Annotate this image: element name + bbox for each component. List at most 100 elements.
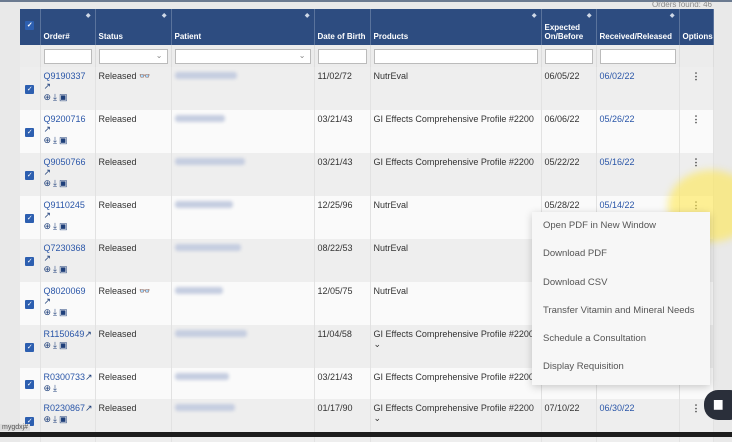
sort-icon[interactable]: ◆ bbox=[586, 13, 592, 19]
sort-icon[interactable]: ◆ bbox=[161, 13, 167, 19]
order-link[interactable]: R0300733 bbox=[43, 372, 86, 382]
download-icon[interactable]: ⤓ bbox=[53, 264, 58, 274]
order-link[interactable]: Q7230368 bbox=[43, 243, 86, 253]
kebab-menu-icon[interactable]: ⋮ bbox=[691, 71, 701, 81]
kebab-menu-icon[interactable]: ⋮ bbox=[691, 157, 701, 167]
download-icon[interactable]: ⤓ bbox=[53, 92, 58, 102]
col-received[interactable]: ◆ Received/Released bbox=[596, 9, 680, 45]
menu-item-transfer-needs[interactable]: Transfer Vitamin and Mineral Needs bbox=[543, 304, 695, 316]
chevron-down-icon[interactable]: ⌄ bbox=[373, 339, 382, 349]
download-icon[interactable]: ⤓ bbox=[53, 383, 58, 393]
kebab-menu-icon[interactable]: ⋮ bbox=[691, 403, 701, 413]
order-link[interactable]: Q8020069 bbox=[43, 286, 86, 296]
col-products[interactable]: ◆ Products bbox=[370, 9, 542, 45]
select-all-header[interactable]: ✓ bbox=[20, 9, 41, 45]
external-link-icon[interactable]: ↗ bbox=[43, 210, 52, 220]
dob-filter-input[interactable] bbox=[317, 48, 367, 64]
order-link[interactable]: R0230867 bbox=[43, 403, 86, 413]
download-icon[interactable]: ⤓ bbox=[53, 340, 58, 350]
col-patient[interactable]: ◆ Patient bbox=[171, 9, 315, 45]
chevron-down-icon[interactable]: ⌄ bbox=[373, 413, 382, 423]
external-link-icon[interactable]: ↗ bbox=[43, 81, 52, 91]
row-checkbox[interactable]: ✓ bbox=[25, 417, 35, 426]
binoculars-icon[interactable]: 👓 bbox=[139, 286, 151, 296]
download-circle-icon[interactable]: ⊕ bbox=[43, 383, 52, 393]
col-order[interactable]: ◆ Order# bbox=[40, 9, 96, 45]
order-link[interactable]: Q9050766 bbox=[43, 157, 86, 167]
chat-button[interactable]: ▆ bbox=[704, 390, 732, 420]
image-icon[interactable]: ▣ bbox=[59, 414, 68, 424]
expected-date: 06/06/22 bbox=[541, 110, 597, 153]
product-name: NutrEval bbox=[373, 286, 409, 296]
image-icon[interactable]: ▣ bbox=[59, 92, 68, 102]
download-circle-icon[interactable]: ⊕ bbox=[43, 135, 52, 145]
image-icon[interactable]: ▣ bbox=[59, 221, 68, 231]
image-icon[interactable]: ▣ bbox=[59, 135, 68, 145]
external-link-icon[interactable]: ↗ bbox=[43, 124, 52, 134]
top-border bbox=[0, 0, 732, 2]
products-filter-input[interactable] bbox=[373, 48, 538, 64]
row-checkbox[interactable]: ✓ bbox=[25, 171, 35, 180]
kebab-menu-icon[interactable]: ⋮ bbox=[691, 114, 701, 124]
external-link-icon[interactable]: ↗ bbox=[43, 253, 52, 263]
download-circle-icon[interactable]: ⊕ bbox=[43, 178, 52, 188]
download-circle-icon[interactable]: ⊕ bbox=[43, 414, 52, 424]
received-date-link[interactable]: 06/02/22 bbox=[596, 67, 680, 110]
download-circle-icon[interactable]: ⊕ bbox=[43, 340, 52, 350]
download-icon[interactable]: ⤓ bbox=[53, 178, 58, 188]
sort-icon[interactable]: ◆ bbox=[531, 13, 537, 19]
sort-icon[interactable]: ◆ bbox=[669, 13, 675, 19]
row-checkbox[interactable]: ✓ bbox=[25, 300, 35, 309]
row-checkbox[interactable]: ✓ bbox=[25, 343, 35, 352]
row-checkbox[interactable]: ✓ bbox=[25, 380, 35, 389]
order-link[interactable]: Q9190337 bbox=[43, 71, 86, 81]
image-icon[interactable]: ▣ bbox=[59, 264, 68, 274]
download-circle-icon[interactable]: ⊕ bbox=[43, 221, 52, 231]
image-icon[interactable]: ▣ bbox=[59, 340, 68, 350]
image-icon[interactable]: ▣ bbox=[59, 307, 68, 317]
row-checkbox[interactable]: ✓ bbox=[25, 257, 35, 266]
binoculars-icon[interactable]: 👓 bbox=[139, 71, 151, 81]
product-name: NutrEval bbox=[373, 243, 409, 253]
order-filter-input[interactable] bbox=[43, 48, 92, 64]
order-link[interactable]: Q9110245 bbox=[43, 200, 85, 210]
image-icon[interactable]: ▣ bbox=[59, 178, 68, 188]
download-icon[interactable]: ⤓ bbox=[53, 414, 58, 424]
external-link-icon[interactable]: ↗ bbox=[43, 296, 52, 306]
download-icon[interactable]: ⤓ bbox=[53, 221, 58, 231]
download-circle-icon[interactable]: ⊕ bbox=[43, 264, 52, 274]
col-status[interactable]: ◆ Status bbox=[95, 9, 172, 45]
sort-icon[interactable]: ◆ bbox=[304, 13, 310, 19]
received-date-link[interactable]: 05/26/22 bbox=[596, 110, 680, 153]
status-bar: mygdxj# bbox=[0, 424, 31, 431]
download-icon[interactable]: ⤓ bbox=[53, 135, 58, 145]
menu-item-open-pdf[interactable]: Open PDF in New Window bbox=[543, 220, 656, 231]
dob: 03/21/43 bbox=[314, 153, 371, 196]
download-circle-icon[interactable]: ⊕ bbox=[43, 307, 52, 317]
menu-item-schedule-consultation[interactable]: Schedule a Consultation bbox=[543, 333, 646, 345]
patient-filter-select[interactable]: ⌄ bbox=[174, 48, 311, 64]
received-date-link[interactable]: 05/16/22 bbox=[596, 153, 680, 196]
sort-icon[interactable]: ◆ bbox=[85, 13, 91, 19]
order-link[interactable]: Q9200716 bbox=[43, 114, 86, 124]
download-circle-icon[interactable]: ⊕ bbox=[43, 92, 52, 102]
patient-name-redacted bbox=[174, 72, 237, 79]
external-link-icon[interactable]: ↗ bbox=[85, 372, 93, 382]
patient-name-redacted bbox=[174, 373, 229, 380]
order-link[interactable]: R1150649 bbox=[43, 329, 85, 339]
col-expected[interactable]: ◆ Expected On/Before bbox=[541, 9, 597, 45]
menu-item-download-csv[interactable]: Download CSV bbox=[543, 276, 608, 288]
external-link-icon[interactable]: ↗ bbox=[43, 167, 52, 177]
external-link-icon[interactable]: ↗ bbox=[85, 403, 93, 413]
menu-item-download-pdf[interactable]: Download PDF bbox=[543, 248, 607, 260]
external-link-icon[interactable]: ↗ bbox=[84, 329, 92, 339]
status-filter-select[interactable]: ⌄ bbox=[98, 48, 168, 64]
menu-item-display-requisition[interactable]: Display Requisition bbox=[543, 361, 624, 373]
select-all-checkbox[interactable]: ✓ bbox=[25, 21, 35, 30]
row-checkbox[interactable]: ✓ bbox=[25, 85, 35, 94]
received-filter-input[interactable] bbox=[599, 48, 676, 64]
row-checkbox[interactable]: ✓ bbox=[25, 214, 35, 223]
row-checkbox[interactable]: ✓ bbox=[25, 128, 35, 137]
expected-filter-input[interactable] bbox=[544, 48, 593, 64]
download-icon[interactable]: ⤓ bbox=[53, 307, 58, 317]
